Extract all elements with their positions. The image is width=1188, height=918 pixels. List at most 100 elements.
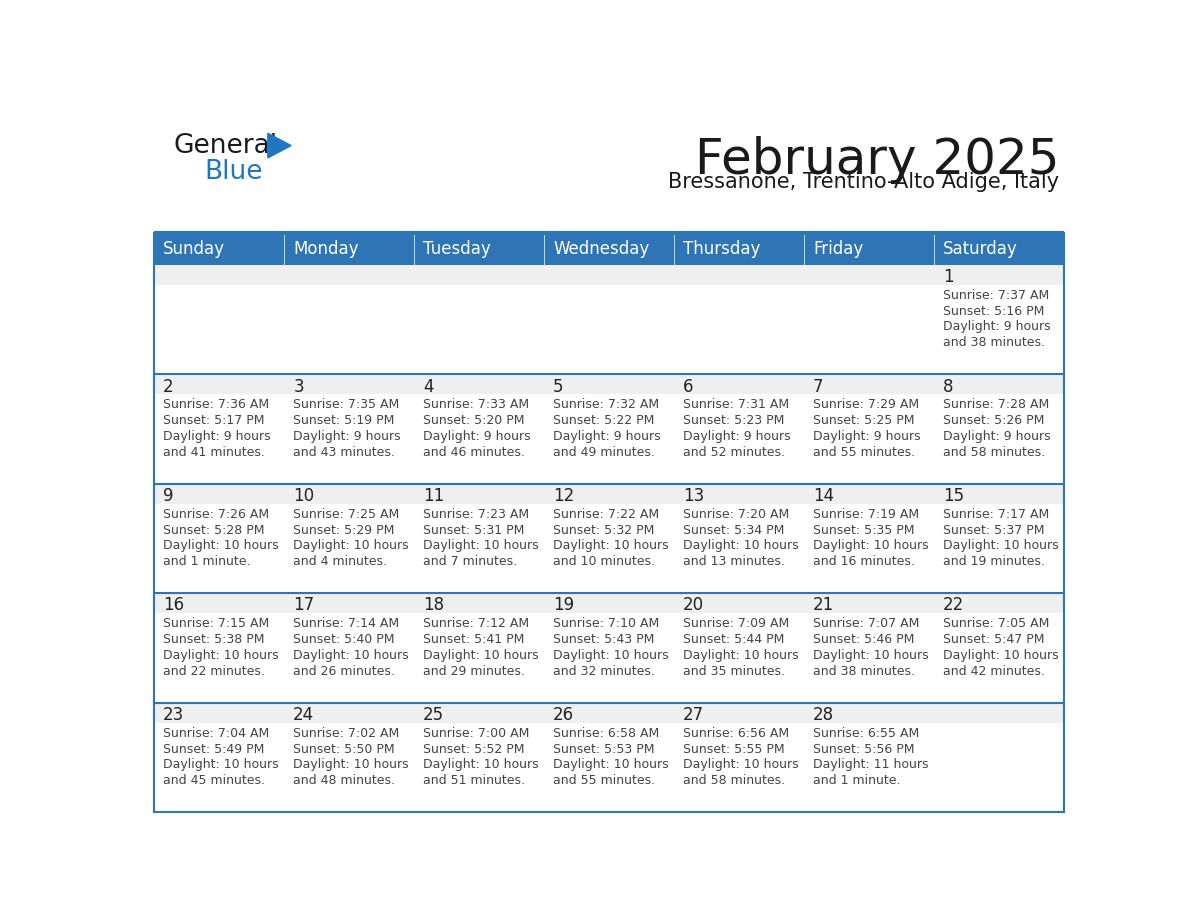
Text: and 38 minutes.: and 38 minutes.: [943, 336, 1045, 349]
Text: 8: 8: [943, 377, 954, 396]
Text: Daylight: 10 hours: Daylight: 10 hours: [423, 758, 539, 771]
Text: 23: 23: [163, 706, 184, 724]
Bar: [674, 703, 804, 723]
Bar: [413, 593, 544, 613]
Text: Sunrise: 7:12 AM: Sunrise: 7:12 AM: [423, 617, 530, 631]
Bar: [154, 703, 284, 723]
Text: Sunset: 5:20 PM: Sunset: 5:20 PM: [423, 414, 525, 427]
Text: 7: 7: [813, 377, 823, 396]
Text: Sunset: 5:26 PM: Sunset: 5:26 PM: [943, 414, 1044, 427]
Bar: [934, 613, 1063, 703]
Text: Daylight: 10 hours: Daylight: 10 hours: [683, 758, 798, 771]
Text: and 58 minutes.: and 58 minutes.: [943, 445, 1045, 459]
Bar: [413, 375, 544, 395]
Text: Daylight: 10 hours: Daylight: 10 hours: [163, 649, 279, 662]
Bar: [544, 484, 674, 504]
Text: and 32 minutes.: and 32 minutes.: [554, 665, 655, 677]
Text: Sunday: Sunday: [163, 241, 226, 258]
Text: Sunrise: 6:58 AM: Sunrise: 6:58 AM: [554, 727, 659, 740]
Text: Sunset: 5:53 PM: Sunset: 5:53 PM: [554, 743, 655, 756]
Bar: [544, 395, 674, 484]
Text: Saturday: Saturday: [943, 241, 1018, 258]
Bar: [413, 484, 544, 504]
Text: 20: 20: [683, 597, 704, 614]
Text: Sunset: 5:38 PM: Sunset: 5:38 PM: [163, 633, 265, 646]
Bar: [934, 593, 1063, 613]
Text: Daylight: 9 hours: Daylight: 9 hours: [683, 430, 791, 442]
Text: Monday: Monday: [293, 241, 359, 258]
Bar: [284, 484, 413, 504]
Bar: [413, 504, 544, 593]
Bar: [284, 375, 413, 395]
Text: Daylight: 9 hours: Daylight: 9 hours: [163, 430, 271, 442]
Bar: [934, 375, 1063, 395]
Text: and 13 minutes.: and 13 minutes.: [683, 555, 785, 568]
Text: Daylight: 10 hours: Daylight: 10 hours: [423, 649, 539, 662]
Bar: [284, 703, 413, 723]
Text: Sunrise: 7:35 AM: Sunrise: 7:35 AM: [293, 398, 399, 411]
Text: and 45 minutes.: and 45 minutes.: [163, 774, 265, 787]
Text: Sunset: 5:47 PM: Sunset: 5:47 PM: [943, 633, 1044, 646]
Text: General: General: [173, 133, 278, 159]
Bar: [154, 484, 284, 504]
Bar: [154, 395, 284, 484]
Text: Sunset: 5:50 PM: Sunset: 5:50 PM: [293, 743, 394, 756]
Bar: [284, 395, 413, 484]
Bar: [284, 265, 413, 285]
Text: and 22 minutes.: and 22 minutes.: [163, 665, 265, 677]
Text: Daylight: 11 hours: Daylight: 11 hours: [813, 758, 929, 771]
Text: and 58 minutes.: and 58 minutes.: [683, 774, 785, 787]
Text: Sunset: 5:29 PM: Sunset: 5:29 PM: [293, 523, 394, 537]
Bar: [284, 504, 413, 593]
Text: Sunset: 5:56 PM: Sunset: 5:56 PM: [813, 743, 915, 756]
Text: and 49 minutes.: and 49 minutes.: [554, 445, 655, 459]
Bar: [413, 723, 544, 812]
Bar: [154, 285, 284, 375]
Text: Sunset: 5:25 PM: Sunset: 5:25 PM: [813, 414, 915, 427]
Text: 17: 17: [293, 597, 315, 614]
Text: 2: 2: [163, 377, 173, 396]
Text: Sunset: 5:46 PM: Sunset: 5:46 PM: [813, 633, 915, 646]
Bar: [934, 504, 1063, 593]
Bar: [934, 265, 1063, 285]
Text: 13: 13: [683, 487, 704, 505]
Text: Daylight: 10 hours: Daylight: 10 hours: [813, 540, 929, 553]
Text: Sunrise: 7:37 AM: Sunrise: 7:37 AM: [943, 289, 1049, 302]
Text: and 1 minute.: and 1 minute.: [813, 774, 901, 787]
Text: Daylight: 10 hours: Daylight: 10 hours: [683, 649, 798, 662]
Text: Daylight: 10 hours: Daylight: 10 hours: [163, 758, 279, 771]
Bar: [413, 703, 544, 723]
Text: Daylight: 10 hours: Daylight: 10 hours: [943, 540, 1059, 553]
Text: and 19 minutes.: and 19 minutes.: [943, 555, 1045, 568]
Text: 28: 28: [813, 706, 834, 724]
Text: Sunrise: 7:10 AM: Sunrise: 7:10 AM: [554, 617, 659, 631]
Text: Sunrise: 7:26 AM: Sunrise: 7:26 AM: [163, 508, 270, 521]
Bar: [804, 703, 934, 723]
Text: Sunset: 5:16 PM: Sunset: 5:16 PM: [943, 305, 1044, 318]
Text: Daylight: 10 hours: Daylight: 10 hours: [813, 649, 929, 662]
Bar: [413, 285, 544, 375]
Text: Tuesday: Tuesday: [423, 241, 491, 258]
Text: Daylight: 9 hours: Daylight: 9 hours: [813, 430, 921, 442]
Text: 26: 26: [554, 706, 574, 724]
Text: 3: 3: [293, 377, 304, 396]
Bar: [154, 593, 284, 613]
Text: Sunrise: 6:55 AM: Sunrise: 6:55 AM: [813, 727, 920, 740]
Text: Daylight: 10 hours: Daylight: 10 hours: [554, 649, 669, 662]
Bar: [804, 395, 934, 484]
Text: Daylight: 10 hours: Daylight: 10 hours: [293, 540, 409, 553]
Text: 14: 14: [813, 487, 834, 505]
Text: Sunset: 5:41 PM: Sunset: 5:41 PM: [423, 633, 525, 646]
Text: Sunrise: 7:09 AM: Sunrise: 7:09 AM: [683, 617, 789, 631]
Text: Daylight: 9 hours: Daylight: 9 hours: [943, 320, 1050, 333]
Bar: [674, 504, 804, 593]
Text: Sunrise: 7:04 AM: Sunrise: 7:04 AM: [163, 727, 270, 740]
Text: Blue: Blue: [204, 159, 263, 185]
Text: Daylight: 10 hours: Daylight: 10 hours: [943, 649, 1059, 662]
Bar: [934, 723, 1063, 812]
Bar: [674, 265, 804, 285]
Bar: [804, 593, 934, 613]
Text: Sunrise: 7:17 AM: Sunrise: 7:17 AM: [943, 508, 1049, 521]
Text: Sunset: 5:22 PM: Sunset: 5:22 PM: [554, 414, 655, 427]
Text: Sunrise: 7:23 AM: Sunrise: 7:23 AM: [423, 508, 530, 521]
